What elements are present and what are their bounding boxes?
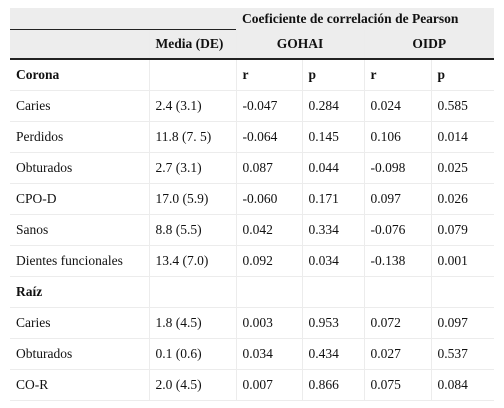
section-title: Corona [10,59,149,91]
section-empty-cell [430,276,494,308]
gohai-p-cell: 0.866 [301,369,364,401]
row-label: Obturados [10,152,149,184]
section-media-cell [148,59,236,91]
oidp-column-header: OIDP [363,29,494,60]
oidp-r-cell: -0.138 [363,245,431,277]
gohai-r-cell: 0.003 [235,307,302,339]
section-title: Raíz [10,276,149,308]
section-empty-cell [301,276,364,308]
table-row: Caries 2.4 (3.1) -0.047 0.284 0.024 0.585 [10,90,494,122]
row-label: CO-R [10,369,149,401]
oidp-r-cell: 0.075 [363,369,431,401]
table-row: Dientes funcionales 13.4 (7.0) 0.092 0.034-… [10,245,494,277]
header-label-cell [10,29,149,60]
table-row: Obturados 2.7 (3.1) 0.087 0.044 -0.098 0.025 [10,152,494,184]
correlation-table: Coeficiente de correlación de Pearson Me… [10,8,494,401]
section-empty-cell [235,276,302,308]
group-header-row: Coeficiente de correlación de Pearson [10,8,494,30]
table-row: Caries 1.8 (4.5) 0.003 0.953 0.072 0.097 [10,307,494,339]
oidp-r-cell: -0.076 [363,214,431,246]
oidp-p-cell: 0.001 [430,245,494,277]
media-cell: 8.8 (5.5) [148,214,236,246]
media-cell: 17.0 (5.9) [148,183,236,215]
section-header-row: Raíz [10,276,494,308]
section-header-row: Corona r p r p [10,59,494,91]
gohai-p-cell: 0.034 [301,245,364,277]
row-label: Obturados [10,338,149,370]
header-blank-cell [10,8,149,30]
gohai-r-cell: -0.064 [235,121,302,153]
oidp-r-cell: 0.097 [363,183,431,215]
media-cell: 2.0 (4.5) [148,369,236,401]
gohai-p-cell: 0.044 [301,152,364,184]
gohai-r-cell: -0.047 [235,90,302,122]
oidp-r-cell: 0.027 [363,338,431,370]
row-label: CPO-D [10,183,149,215]
row-label: Dientes funcionales [10,245,149,277]
gohai-p-cell: 0.284 [301,90,364,122]
oidp-p-cell: 0.079 [430,214,494,246]
gohai-r-cell: 0.034 [235,338,302,370]
media-cell: 11.8 (7. 5) [148,121,236,153]
oidp-p-cell: 0.014 [430,121,494,153]
table-row: Obturados 0.1 (0.6) 0.034 0.434 0.027 0.537 [10,338,494,370]
table-row: CPO-D 17.0 (5.9) -0.060 0.171 0.097 0.026 [10,183,494,215]
gohai-p-cell: 0.171 [301,183,364,215]
media-cell: 2.4 (3.1) [148,90,236,122]
section-empty-cell [363,276,431,308]
gohai-r-cell: -0.060 [235,183,302,215]
oidp-p-cell: 0.084 [430,369,494,401]
header-blank-cell [149,8,236,30]
gohai-r-cell: 0.042 [235,214,302,246]
gohai-column-header: GOHAI [235,29,364,60]
oidp-r-cell: 0.024 [363,90,431,122]
r-subheader: r [235,59,302,91]
p-subheader: p [301,59,364,91]
oidp-p-cell: 0.537 [430,338,494,370]
oidp-r-cell: 0.072 [363,307,431,339]
oidp-r-cell: 0.106 [363,121,431,153]
gohai-r-cell: 0.092 [235,245,302,277]
row-label: Sanos [10,214,149,246]
table-row: Sanos 8.8 (5.5) 0.042 0.334 -0.076 0.079 [10,214,494,246]
column-header-row: Media (DE) GOHAI OIDP [10,29,494,60]
gohai-p-cell: 0.434 [301,338,364,370]
media-column-header: Media (DE) [148,29,236,60]
gohai-p-cell: 0.334 [301,214,364,246]
section-media-cell [148,276,236,308]
p-subheader: p [430,59,494,91]
gohai-p-cell: 0.953 [301,307,364,339]
gohai-r-cell: 0.007 [235,369,302,401]
table-row: Perdidos 11.8 (7. 5) -0.064 0.145 0.106 0.014 [10,121,494,153]
media-cell: 2.7 (3.1) [148,152,236,184]
oidp-p-cell: 0.585 [430,90,494,122]
oidp-p-cell: 0.097 [430,307,494,339]
oidp-r-cell: -0.098 [363,152,431,184]
row-label: Caries [10,90,149,122]
media-cell: 1.8 (4.5) [148,307,236,339]
pearson-group-header: Coeficiente de correlación de Pearson [236,8,494,30]
oidp-p-cell: 0.026 [430,183,494,215]
oidp-p-cell: 0.025 [430,152,494,184]
row-label: Caries [10,307,149,339]
media-cell: 0.1 (0.6) [148,338,236,370]
gohai-r-cell: 0.087 [235,152,302,184]
table-row: CO-R 2.0 (4.5) 0.007 0.866 0.075 0.084 [10,369,494,401]
row-label: Perdidos [10,121,149,153]
media-cell: 13.4 (7.0) [148,245,236,277]
r-subheader: r [363,59,431,91]
gohai-p-cell: 0.145 [301,121,364,153]
